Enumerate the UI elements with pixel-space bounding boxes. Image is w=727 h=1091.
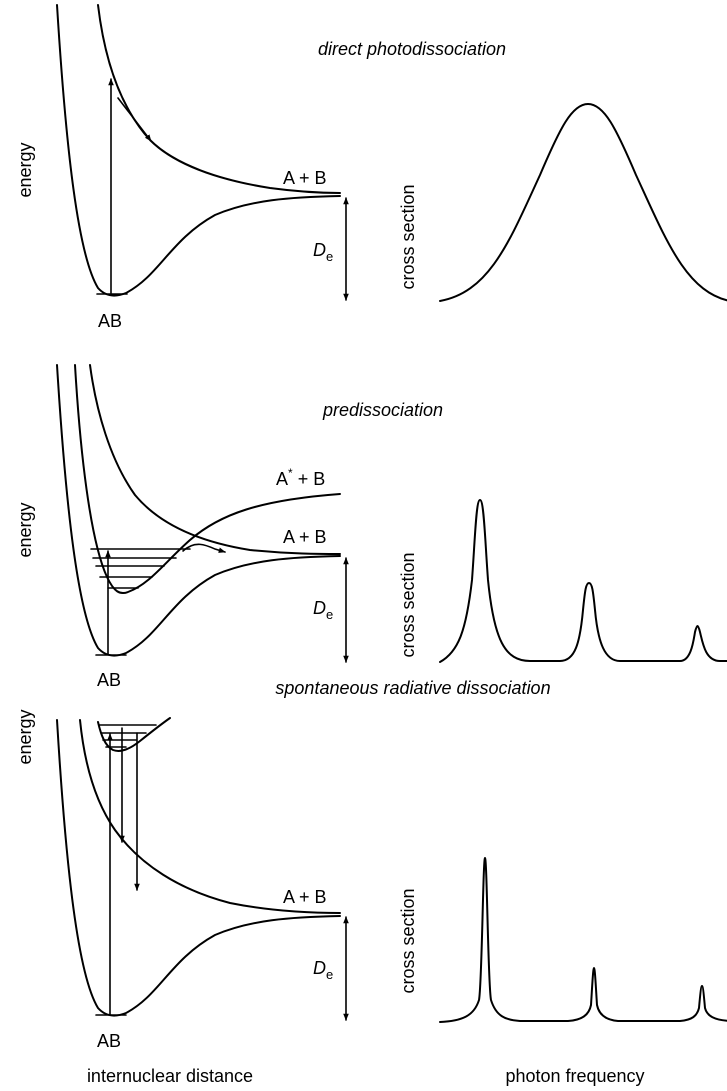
ground-state-curve	[56, 719, 341, 1017]
repulsive-state-curve	[89, 364, 341, 555]
molecule-label: AB	[97, 670, 121, 690]
product-state-label: A + B	[283, 527, 327, 547]
product-state-label: A + B	[283, 168, 327, 188]
molecule-label: AB	[98, 311, 122, 331]
panel-title: direct photodissociation	[318, 39, 506, 59]
internuclear-distance-axis-label: internuclear distance	[87, 1066, 253, 1086]
repulsive-state-curve	[79, 719, 341, 914]
energy-axis-label: energy	[15, 142, 35, 197]
energy-axis-label: energy	[15, 709, 35, 764]
bound-excited-state-curve	[74, 364, 341, 595]
dissociation-energy-label: De	[313, 240, 333, 264]
ground-state-curve	[56, 364, 341, 657]
molecule-label: AB	[97, 1031, 121, 1051]
ground-state-curve	[56, 4, 341, 297]
diffuse-band-cross-section-curve	[439, 499, 727, 663]
product-state-label: A + B	[283, 887, 327, 907]
crossing-arrow	[182, 543, 226, 553]
dissociation-energy-label: De	[313, 598, 333, 622]
panel-title: spontaneous radiative dissociation	[275, 678, 550, 698]
dissociation-energy-label: De	[313, 958, 333, 982]
panel-predissociation: predissociation energy A* + B A + B AB D…	[15, 364, 727, 690]
bound-upper-state-curve	[97, 717, 171, 752]
panel-direct-photodissociation: direct photodissociation energy A + B AB…	[15, 4, 727, 331]
cross-section-axis-label: cross section	[398, 888, 418, 993]
repulsive-state-curve	[97, 4, 341, 194]
energy-axis-label: energy	[15, 502, 35, 557]
photon-frequency-axis-label: photon frequency	[505, 1066, 644, 1086]
excited-product-state-label: A* + B	[276, 466, 325, 489]
continuous-cross-section-curve	[439, 103, 727, 302]
dissociation-arrow	[117, 97, 152, 142]
cross-section-axis-label: cross section	[398, 184, 418, 289]
cross-section-axis-label: cross section	[398, 552, 418, 657]
panel-spontaneous-radiative-dissociation: spontaneous radiative dissociation energ…	[15, 678, 727, 1051]
sharp-line-cross-section-curve	[439, 857, 727, 1023]
panel-title: predissociation	[322, 400, 443, 420]
